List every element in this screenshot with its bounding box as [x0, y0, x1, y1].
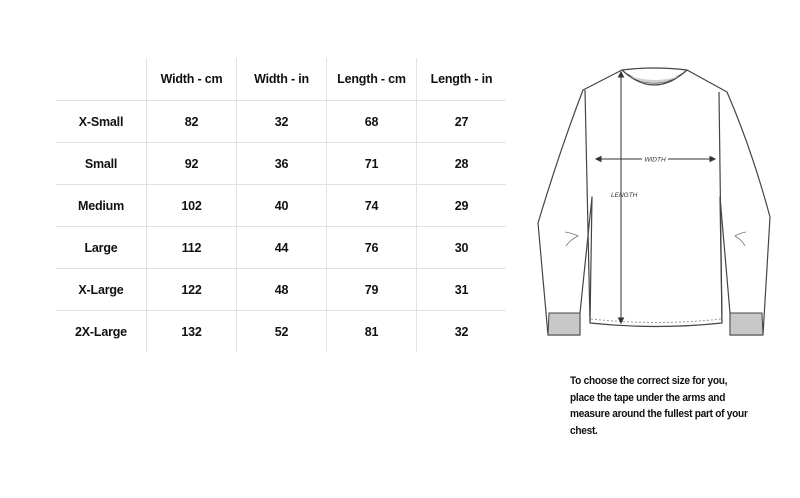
header-width-in: Width - in	[236, 58, 327, 101]
table-row: Medium 102 40 74 29	[56, 184, 506, 227]
right-cuff	[729, 312, 764, 336]
size-value: 76	[326, 226, 417, 269]
size-value: 52	[236, 310, 327, 352]
size-value: 28	[416, 142, 506, 185]
size-value: 71	[326, 142, 417, 185]
left-cuff	[547, 312, 581, 336]
size-value: 27	[416, 100, 506, 143]
measuring-instructions: To choose the correct size for you, plac…	[570, 375, 748, 437]
header-row: Width - cm Width - in Length - cm Length…	[56, 58, 506, 101]
size-value: 92	[146, 142, 237, 185]
header-length-in: Length - in	[416, 58, 506, 101]
size-value: 79	[326, 268, 417, 311]
size-label: Large	[56, 226, 147, 269]
body-left-seam	[584, 89, 591, 324]
size-value: 102	[146, 184, 237, 227]
table-row: X-Small 82 32 68 27	[56, 100, 506, 143]
header-empty	[56, 58, 147, 101]
size-label: Small	[56, 142, 147, 185]
size-value: 132	[146, 310, 237, 352]
hem-stitch	[590, 318, 722, 323]
left-tag-string	[564, 231, 579, 247]
size-value: 31	[416, 268, 506, 311]
length-arrowhead-bottom-icon	[617, 317, 625, 325]
table-row: X-Large 122 48 79 31	[56, 268, 506, 311]
size-value: 40	[236, 184, 327, 227]
size-value: 44	[236, 226, 327, 269]
size-value: 36	[236, 142, 327, 185]
size-value: 32	[416, 310, 506, 352]
body-right-seam	[718, 91, 723, 324]
width-arrowhead-right-icon	[709, 155, 717, 163]
size-label: X-Large	[56, 268, 147, 311]
header-width-cm: Width - cm	[146, 58, 237, 101]
size-value: 112	[146, 226, 237, 269]
width-arrowhead-left-icon	[594, 155, 602, 163]
table-row: 2X-Large 132 52 81 32	[56, 310, 506, 352]
size-value: 74	[326, 184, 417, 227]
width-label: WIDTH	[644, 157, 666, 164]
size-value: 48	[236, 268, 327, 311]
table-row: Large 112 44 76 30	[56, 226, 506, 269]
size-chart-table: Width - cm Width - in Length - cm Length…	[56, 58, 506, 352]
collar-inner	[629, 76, 680, 83]
size-label: Medium	[56, 184, 147, 227]
length-arrowhead-top-icon	[617, 70, 625, 78]
size-label: 2X-Large	[75, 324, 127, 339]
header-length-cm: Length - cm	[326, 58, 417, 101]
length-label: LENGTH	[611, 192, 638, 199]
size-value: 82	[146, 100, 237, 143]
size-value: 81	[326, 310, 417, 352]
table-row: Small 92 36 71 28	[56, 142, 506, 185]
right-tag-string	[734, 231, 747, 247]
size-value: 29	[416, 184, 506, 227]
shirt-outline	[537, 67, 771, 336]
size-value: 32	[236, 100, 327, 143]
size-value: 68	[326, 100, 417, 143]
size-value: 30	[416, 226, 506, 269]
size-value: 122	[146, 268, 237, 311]
size-label: X-Small	[56, 100, 147, 143]
